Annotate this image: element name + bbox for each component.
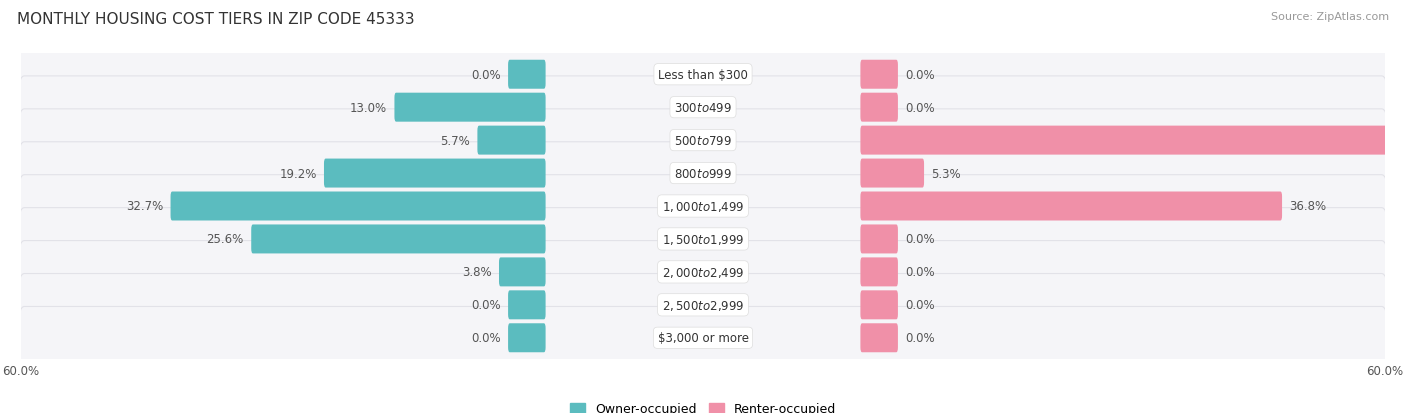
FancyBboxPatch shape [860,93,898,122]
Text: 19.2%: 19.2% [280,167,316,180]
Text: 0.0%: 0.0% [905,266,935,279]
FancyBboxPatch shape [860,225,898,254]
FancyBboxPatch shape [508,291,546,320]
Text: $1,500 to $1,999: $1,500 to $1,999 [662,233,744,246]
FancyBboxPatch shape [18,142,1388,204]
Text: 0.0%: 0.0% [471,299,501,311]
FancyBboxPatch shape [860,323,898,352]
FancyBboxPatch shape [18,274,1388,336]
FancyBboxPatch shape [18,109,1388,171]
FancyBboxPatch shape [18,241,1388,303]
Text: $500 to $799: $500 to $799 [673,134,733,147]
Text: $800 to $999: $800 to $999 [673,167,733,180]
Text: 25.6%: 25.6% [207,233,243,246]
FancyBboxPatch shape [18,208,1388,270]
Text: 0.0%: 0.0% [905,69,935,81]
FancyBboxPatch shape [508,323,546,352]
Text: Less than $300: Less than $300 [658,69,748,81]
FancyBboxPatch shape [395,93,546,122]
FancyBboxPatch shape [860,192,1282,221]
FancyBboxPatch shape [860,61,898,90]
FancyBboxPatch shape [252,225,546,254]
FancyBboxPatch shape [18,77,1388,138]
FancyBboxPatch shape [499,258,546,287]
FancyBboxPatch shape [860,291,898,320]
FancyBboxPatch shape [323,159,546,188]
Text: 5.7%: 5.7% [440,134,470,147]
Text: $2,000 to $2,499: $2,000 to $2,499 [662,265,744,279]
Text: 0.0%: 0.0% [905,332,935,344]
FancyBboxPatch shape [18,307,1388,368]
Text: MONTHLY HOUSING COST TIERS IN ZIP CODE 45333: MONTHLY HOUSING COST TIERS IN ZIP CODE 4… [17,12,415,27]
Text: 5.3%: 5.3% [931,167,962,180]
Text: 0.0%: 0.0% [905,299,935,311]
FancyBboxPatch shape [508,61,546,90]
FancyBboxPatch shape [18,44,1388,106]
Legend: Owner-occupied, Renter-occupied: Owner-occupied, Renter-occupied [565,397,841,413]
Text: $2,500 to $2,999: $2,500 to $2,999 [662,298,744,312]
Text: 32.7%: 32.7% [127,200,163,213]
Text: 0.0%: 0.0% [471,332,501,344]
Text: 13.0%: 13.0% [350,102,387,114]
Text: $300 to $499: $300 to $499 [673,102,733,114]
FancyBboxPatch shape [18,175,1388,237]
Text: 3.8%: 3.8% [463,266,492,279]
Text: 0.0%: 0.0% [471,69,501,81]
FancyBboxPatch shape [478,126,546,155]
FancyBboxPatch shape [860,258,898,287]
Text: 36.8%: 36.8% [1289,200,1327,213]
FancyBboxPatch shape [860,126,1406,155]
Text: 0.0%: 0.0% [905,102,935,114]
Text: Source: ZipAtlas.com: Source: ZipAtlas.com [1271,12,1389,22]
FancyBboxPatch shape [170,192,546,221]
Text: 0.0%: 0.0% [905,233,935,246]
Text: $1,000 to $1,499: $1,000 to $1,499 [662,199,744,214]
FancyBboxPatch shape [860,159,924,188]
Text: $3,000 or more: $3,000 or more [658,332,748,344]
